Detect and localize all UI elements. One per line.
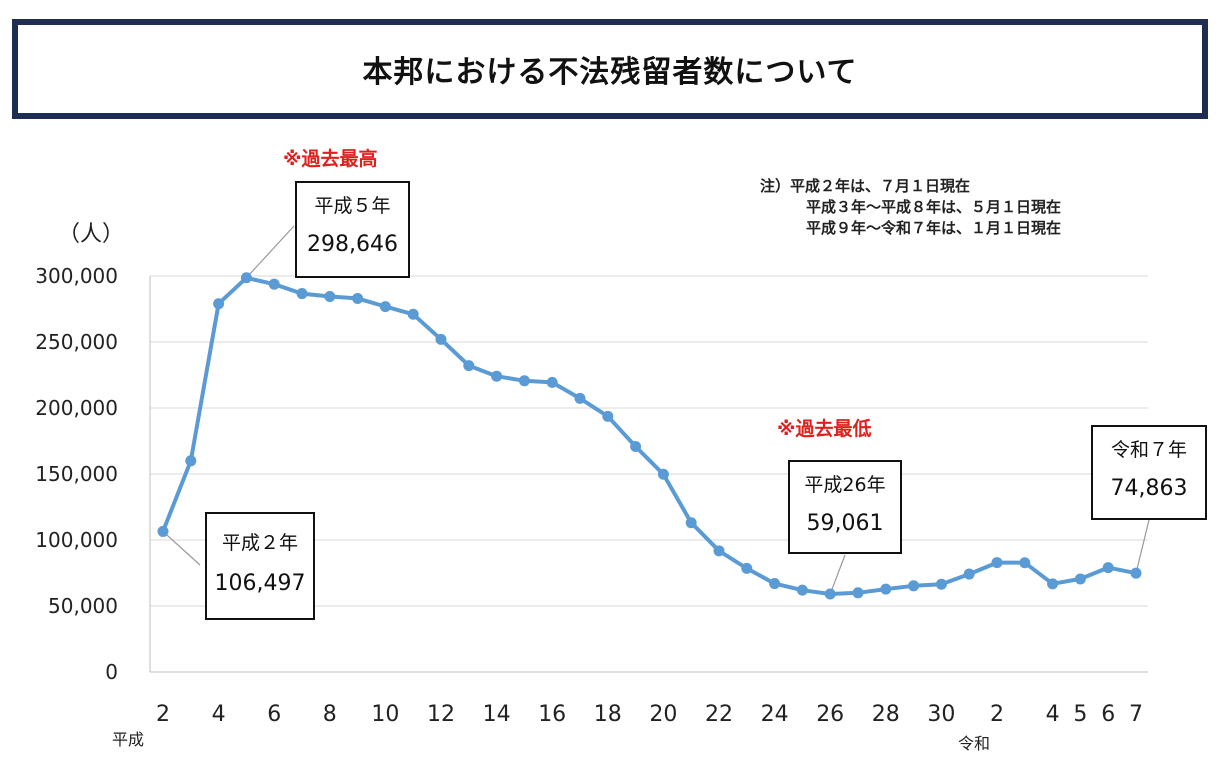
data-point [963,568,975,580]
leader-low [829,554,846,595]
data-point [518,375,530,387]
callout-low-value: 59,061 [806,511,884,536]
callout-leader-lines [162,225,1150,595]
x-tick-label: 22 [705,702,733,727]
data-point [296,288,308,300]
chart-note: 注）平成２年は、７月１日現在 平成３年～平成８年は、５月１日現在 平成９年～令和… [760,176,1061,239]
data-point [407,308,419,320]
x-tick-label: 16 [538,702,566,727]
leader-latest [1135,519,1150,574]
callout-latest-label: 令和７年 [1110,439,1187,461]
x-tick-label: 8 [323,702,337,727]
y-tick-label: 150,000 [35,462,118,486]
data-point [324,290,336,302]
data-point [880,583,892,595]
data-point [463,360,475,372]
data-point [713,545,725,557]
data-point [991,557,1003,569]
y-tick-label: 200,000 [35,396,118,420]
note-line-1: 注）平成２年は、７月１日現在 [760,177,971,195]
leader-peak [245,225,295,279]
callout-peak-label: 平成５年 [314,195,391,217]
y-tick-label: 250,000 [35,330,118,354]
data-point [435,333,447,345]
x-tick-label: 7 [1129,702,1143,727]
data-point [908,580,920,592]
y-tick-label: 300,000 [35,264,118,288]
x-tick-label: 4 [212,702,226,727]
data-point [824,588,836,600]
data-point [1130,567,1142,579]
x-tick-label: 6 [1101,702,1115,727]
data-point [1074,573,1086,585]
y-tick-label: 100,000 [35,528,118,552]
title-box: 本邦における不法残留者数について [12,19,1208,119]
note-line-2: 平成３年～平成８年は、５月１日現在 [806,198,1062,216]
annotation-lowest: ※過去最低 [777,418,872,440]
data-point [935,578,947,590]
y-tick-label: 50,000 [48,594,118,618]
x-tick-label: 2 [156,702,170,727]
x-tick-label: 2 [990,702,1004,727]
callout-start-value: 106,497 [214,571,306,596]
x-tick-label: 12 [427,702,455,727]
callout-low-label: 平成26年 [804,474,886,496]
x-tick-label: 10 [371,702,399,727]
data-point [685,517,697,529]
data-point [602,410,614,422]
data-point [1047,578,1059,590]
annotation-highest: ※過去最高 [283,148,378,170]
data-point [240,272,252,284]
data-point [769,578,781,590]
data-point [852,587,864,599]
y-axis-unit-label: （人） [58,222,125,247]
era-label-heisei: 平成 [112,730,145,749]
x-tick-label: 5 [1073,702,1087,727]
x-tick-label: 14 [483,702,511,727]
data-point [379,301,391,313]
callout-latest: 令和７年 74,863 [1091,425,1207,520]
leader-start [162,530,201,566]
data-point [741,562,753,574]
x-tick-label: 6 [267,702,281,727]
x-tick-label: 20 [649,702,677,727]
y-tick-labels: 0 50,000 100,000 150,000 200,000 250,000 300,0… [35,264,118,684]
x-tick-label: 4 [1046,702,1060,727]
data-point [213,298,225,310]
page-title: 本邦における不法残留者数について [362,55,858,90]
data-point [796,584,808,596]
era-label-reiwa: 令和 [958,734,991,753]
data-point [352,292,364,304]
data-point [491,370,503,382]
data-point [630,441,642,453]
data-point [268,278,280,290]
x-tick-label: 18 [594,702,622,727]
x-tick-label: 24 [761,702,789,727]
x-tick-label: 30 [927,702,955,727]
callout-latest-value: 74,863 [1110,476,1188,501]
note-line-3: 平成９年～令和７年は、１月１日現在 [806,219,1062,237]
data-points [157,272,1142,600]
data-point [157,525,169,537]
data-point [1102,562,1114,574]
callout-peak-value: 298,646 [307,232,398,257]
y-tick-label: 0 [105,660,118,684]
x-tick-label: 28 [872,702,900,727]
x-tick-label: 26 [816,702,844,727]
data-point [546,376,558,388]
x-tick-labels: 2 4 6 8 10 12 14 16 18 20 22 24 26 28 30 2 4 5 6 7 [156,702,1143,727]
data-point [185,455,197,467]
data-point [574,392,586,404]
callout-start: 平成２年 106,497 [205,512,315,620]
callout-start-label: 平成２年 [221,532,298,554]
data-point [657,468,669,480]
callout-peak: 平成５年 298,646 [295,181,410,278]
callout-low: 平成26年 59,061 [788,460,902,554]
data-point [1019,557,1031,569]
